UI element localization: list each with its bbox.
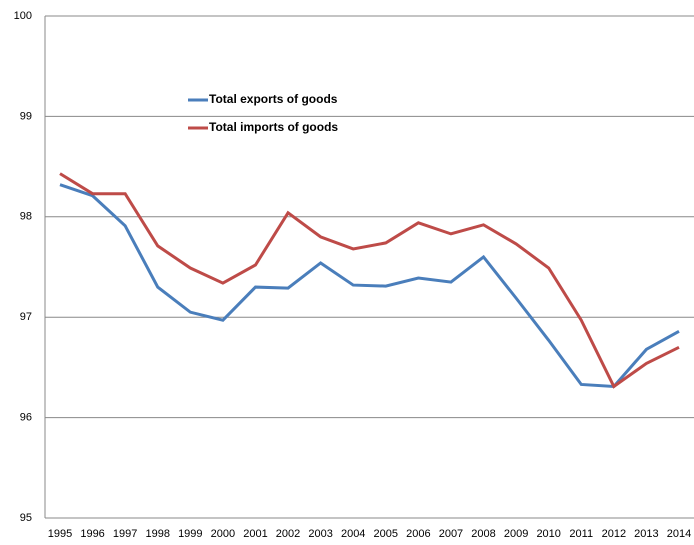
legend-label: Total imports of goods — [209, 120, 338, 134]
x-tick-label: 2013 — [634, 528, 658, 540]
x-tick-label: 2007 — [439, 528, 463, 540]
series-line — [59, 183, 680, 389]
x-tick-label: 2008 — [471, 528, 495, 540]
x-tick-label: 1997 — [113, 528, 137, 540]
legend: Total exports of goods Total imports of g… — [188, 92, 338, 134]
x-tick-label: 1996 — [80, 528, 104, 540]
y-tick-label: 100 — [14, 10, 32, 22]
y-tick-label: 97 — [20, 311, 32, 323]
y-tick-label: 95 — [20, 512, 32, 524]
x-tick-label: 2005 — [374, 528, 398, 540]
x-tick-label: 1998 — [145, 528, 169, 540]
x-tick-label: 2011 — [569, 528, 593, 540]
x-tick-label: 1999 — [178, 528, 202, 540]
y-tick-label: 96 — [20, 412, 32, 424]
y-tick-label: 99 — [20, 110, 32, 122]
x-tick-label: 2001 — [243, 528, 267, 540]
series-line — [59, 172, 680, 389]
x-tick-label: 2010 — [536, 528, 560, 540]
x-tick-label: 2003 — [308, 528, 332, 540]
x-tick-label: 2000 — [211, 528, 235, 540]
legend-label: Total exports of goods — [209, 92, 338, 106]
x-tick-label: 2004 — [341, 528, 365, 540]
x-tick-label: 2014 — [667, 528, 691, 540]
x-tick-label: 2009 — [504, 528, 528, 540]
x-tick-label: 1995 — [48, 528, 72, 540]
y-tick-label: 98 — [20, 211, 32, 223]
x-tick-label: 2006 — [406, 528, 430, 540]
x-tick-label: 2012 — [602, 528, 626, 540]
x-tick-label: 2002 — [276, 528, 300, 540]
